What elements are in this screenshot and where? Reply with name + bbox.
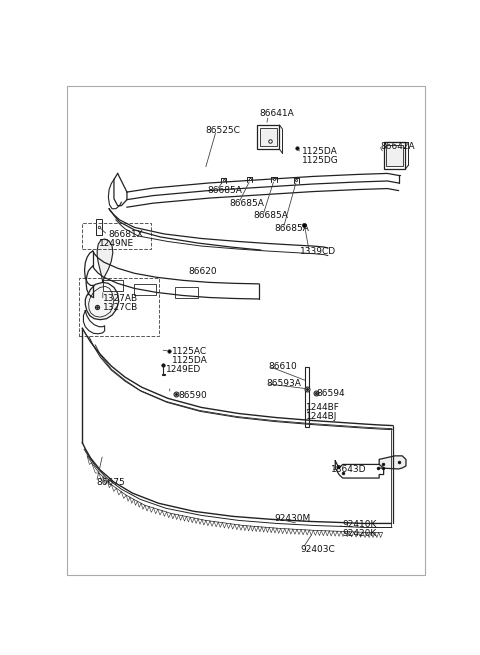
Text: 86641A: 86641A xyxy=(259,109,294,119)
FancyBboxPatch shape xyxy=(305,367,309,426)
Text: 1125DG: 1125DG xyxy=(302,156,338,165)
Text: 1244BF: 1244BF xyxy=(305,403,339,412)
Text: 86593A: 86593A xyxy=(266,379,301,388)
Text: 86685A: 86685A xyxy=(207,186,242,195)
Bar xyxy=(133,284,156,295)
FancyBboxPatch shape xyxy=(386,145,403,166)
Text: 86685A: 86685A xyxy=(253,212,288,220)
Polygon shape xyxy=(97,239,113,282)
FancyBboxPatch shape xyxy=(96,219,102,235)
Text: 1125AC: 1125AC xyxy=(172,347,207,356)
Text: 1125DA: 1125DA xyxy=(302,147,337,157)
Text: 92410K: 92410K xyxy=(342,520,376,529)
Text: 86681X: 86681X xyxy=(108,231,143,240)
Text: 86590: 86590 xyxy=(178,391,207,400)
Text: 86594: 86594 xyxy=(317,389,345,398)
FancyBboxPatch shape xyxy=(384,141,405,170)
Text: 1327AB: 1327AB xyxy=(103,294,138,303)
Text: 86620: 86620 xyxy=(188,267,217,276)
Text: 1249NE: 1249NE xyxy=(99,239,134,248)
Text: 1244BJ: 1244BJ xyxy=(305,411,337,421)
Text: 86685A: 86685A xyxy=(274,224,309,233)
Text: 92420K: 92420K xyxy=(342,529,376,538)
Text: 86525C: 86525C xyxy=(205,126,240,135)
Text: 86642A: 86642A xyxy=(380,142,415,151)
Text: 92430M: 92430M xyxy=(274,514,310,523)
Polygon shape xyxy=(85,282,119,320)
Text: 86675: 86675 xyxy=(96,477,125,487)
Text: 86685A: 86685A xyxy=(229,198,264,208)
Text: 86610: 86610 xyxy=(268,362,297,371)
Text: 1125DA: 1125DA xyxy=(172,356,207,365)
Bar xyxy=(175,288,198,299)
Text: 1327CB: 1327CB xyxy=(103,303,138,312)
Text: 92403C: 92403C xyxy=(300,545,335,553)
FancyBboxPatch shape xyxy=(257,125,279,149)
Bar xyxy=(103,280,123,291)
Text: 1339CD: 1339CD xyxy=(300,247,336,256)
FancyBboxPatch shape xyxy=(260,128,277,146)
Text: 18643D: 18643D xyxy=(331,465,366,474)
Text: 1249ED: 1249ED xyxy=(166,365,201,373)
Polygon shape xyxy=(379,456,406,469)
